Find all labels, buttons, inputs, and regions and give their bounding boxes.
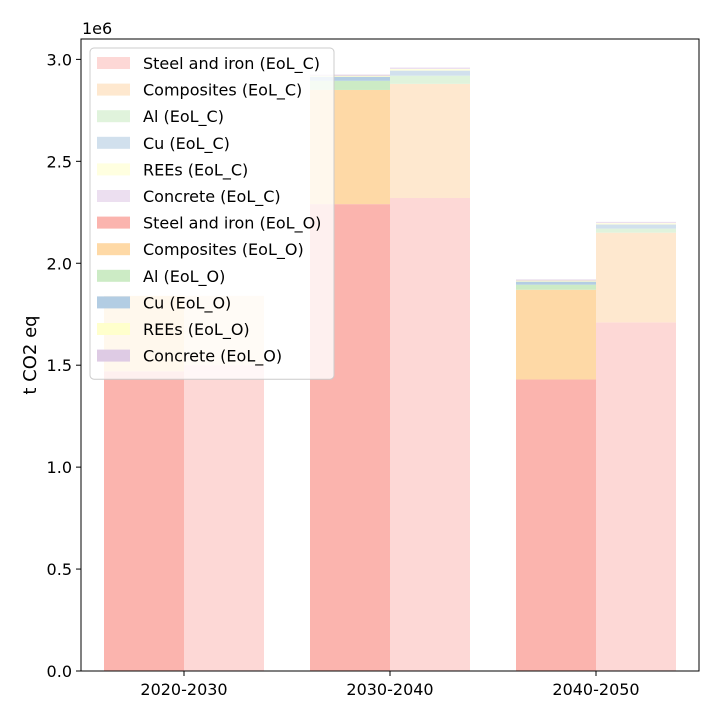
y-axis-label: t CO2 eq	[20, 315, 41, 394]
legend-swatch-steel-and-iron-eol-o	[97, 216, 130, 229]
y-tick-label: 1.0	[47, 458, 72, 477]
bar-concrete-eol-c-2030-2040	[390, 67, 470, 69]
legend-label-al-eol-o: Al (EoL_O)	[143, 267, 225, 287]
legend-swatch-concrete-eol-c	[97, 190, 130, 202]
legend-swatch-composites-eol-c	[97, 83, 130, 96]
legend-swatch-rees-eol-c	[97, 163, 130, 176]
y-tick-label: 0.0	[47, 662, 72, 681]
legend-label-rees-eol-c: REEs (EoL_C)	[143, 160, 248, 180]
bar-concrete-eol-o-2040-2050	[516, 279, 596, 281]
bar-steel-and-iron-eol-o-2040-2050	[516, 379, 596, 671]
legend-swatch-al-eol-c	[97, 110, 130, 123]
legend-label-steel-and-iron-eol-c: Steel and iron (EoL_C)	[143, 54, 320, 74]
bar-rees-eol-o-2030-2040	[310, 75, 390, 77]
legend-box	[89, 47, 335, 380]
y-tick-label: 3.0	[47, 50, 72, 69]
y-tick-label: 0.5	[47, 560, 72, 579]
y-tick-label: 2.5	[47, 152, 72, 171]
x-tick-label: 2030-2040	[346, 680, 433, 699]
bar-steel-and-iron-eol-c-2030-2040	[390, 198, 470, 671]
x-tick-label: 2040-2050	[552, 680, 639, 699]
bar-cu-eol-c-2030-2040	[390, 70, 470, 76]
legend-label-al-eol-c: Al (EoL_C)	[143, 107, 224, 127]
bar-al-eol-o-2040-2050	[516, 284, 596, 290]
legend-label-cu-eol-c: Cu (EoL_C)	[143, 134, 230, 154]
x-tick-label: 2020-2030	[140, 680, 227, 699]
bar-al-eol-c-2040-2050	[596, 228, 676, 233]
legend-label-rees-eol-o: REEs (EoL_O)	[143, 320, 250, 340]
legend-swatch-cu-eol-o	[97, 296, 130, 309]
bar-steel-and-iron-eol-o-2020-2030	[104, 371, 184, 671]
legend-swatch-concrete-eol-o	[97, 349, 130, 362]
legend-swatch-steel-and-iron-eol-c	[97, 57, 130, 69]
bar-al-eol-o-2030-2040	[310, 80, 390, 90]
y-tick-label: 1.5	[47, 356, 72, 375]
bar-composites-eol-c-2030-2040	[390, 83, 470, 199]
y-tick-label: 2.0	[47, 254, 72, 273]
legend-swatch-rees-eol-o	[97, 323, 130, 335]
bar-concrete-eol-o-2030-2040	[310, 74, 390, 76]
legend-label-concrete-eol-o: Concrete (EoL_O)	[143, 347, 282, 367]
bar-cu-eol-c-2040-2050	[596, 224, 676, 229]
bar-rees-eol-o-2040-2050	[516, 280, 596, 282]
bar-concrete-eol-c-2040-2050	[596, 221, 676, 224]
legend-label-steel-and-iron-eol-o: Steel and iron (EoL_O)	[143, 214, 321, 234]
bar-cu-eol-o-2040-2050	[516, 281, 596, 285]
legend: Steel and iron (EoL_C) Composites (EoL_C)…	[89, 47, 335, 380]
legend-swatch-composites-eol-o	[97, 243, 130, 256]
legend-swatch-cu-eol-c	[97, 136, 130, 149]
legend-swatch-al-eol-o	[97, 269, 130, 282]
bar-steel-and-iron-eol-c-2020-2030	[184, 365, 264, 671]
y-axis-offset-text: 1e6	[82, 19, 112, 38]
bar-al-eol-c-2030-2040	[390, 75, 470, 84]
legend-label-cu-eol-o: Cu (EoL_O)	[143, 293, 231, 313]
bar-cu-eol-o-2030-2040	[310, 76, 390, 81]
legend-label-composites-eol-o: Composites (EoL_O)	[143, 240, 304, 260]
bar-composites-eol-c-2040-2050	[596, 232, 676, 323]
bar-composites-eol-o-2040-2050	[516, 289, 596, 380]
bar-rees-eol-c-2040-2050	[596, 223, 676, 225]
legend-label-concrete-eol-c: Concrete (EoL_C)	[143, 187, 281, 207]
axes-layer: 0.0 0.5 1.0 1.5 2.0 2.5 3.0 2020-2030 2030-2040 2…	[47, 38, 700, 699]
bar-rees-eol-c-2030-2040	[390, 68, 470, 71]
bar-steel-and-iron-eol-c-2040-2050	[596, 322, 676, 671]
legend-label-composites-eol-c: Composites (EoL_C)	[143, 81, 302, 101]
